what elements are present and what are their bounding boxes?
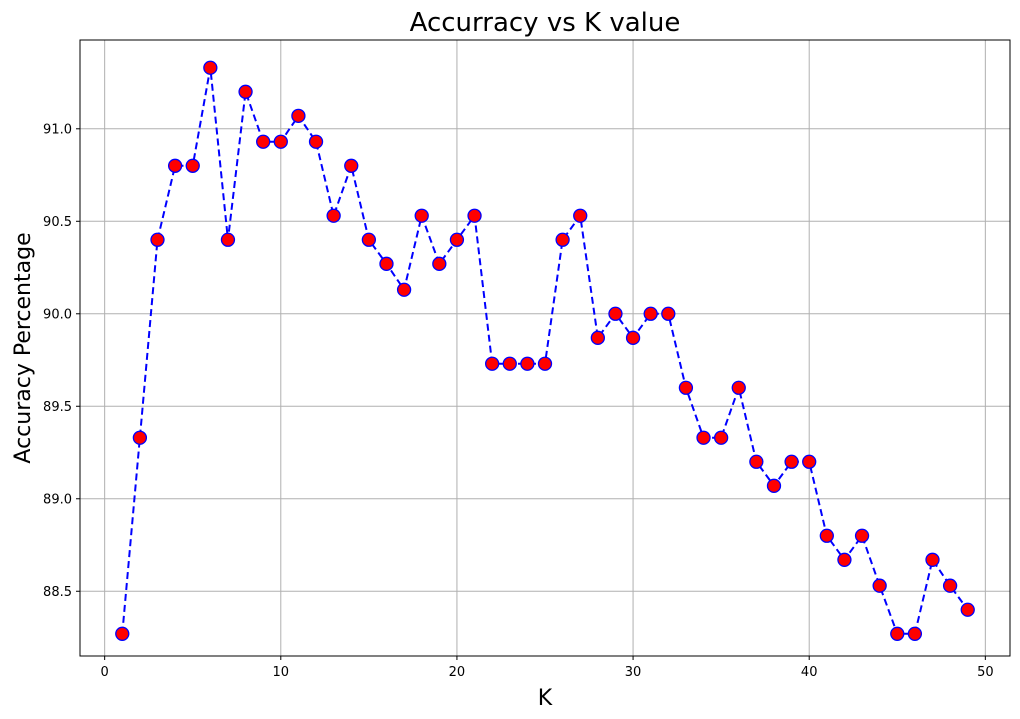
data-point	[643, 306, 658, 321]
data-point	[326, 208, 341, 223]
x-tick-label: 50	[977, 665, 994, 680]
y-tick-label: 90.0	[43, 307, 72, 322]
x-axis-title: K	[538, 686, 553, 711]
data-point	[625, 330, 641, 345]
data-point	[802, 454, 817, 469]
data-point	[590, 330, 605, 345]
data-point	[291, 108, 306, 123]
data-point	[942, 578, 958, 593]
data-point	[766, 478, 782, 493]
data-point	[432, 256, 447, 271]
data-point	[238, 84, 253, 99]
x-tick-label: 30	[625, 665, 642, 680]
data-point	[608, 306, 623, 321]
data-point	[132, 430, 148, 445]
data-point	[344, 158, 359, 173]
chart-title: Accurracy vs K value	[410, 8, 681, 38]
y-axis-title: Accuracy Percentage	[11, 232, 36, 463]
y-tick-label: 89.5	[43, 400, 72, 415]
data-point	[960, 602, 975, 617]
data-point	[661, 306, 676, 321]
series-markers	[115, 60, 975, 641]
data-point	[573, 208, 588, 223]
y-tick-label: 89.0	[43, 492, 72, 507]
data-point	[749, 454, 764, 469]
data-point	[150, 232, 165, 247]
data-point	[731, 380, 746, 395]
x-tick-label: 10	[273, 665, 290, 680]
data-point	[854, 528, 870, 543]
x-tick-label: 0	[101, 665, 109, 680]
grid	[80, 40, 1010, 656]
data-point	[907, 626, 923, 641]
data-point	[256, 134, 271, 149]
data-point	[696, 430, 711, 445]
data-point	[485, 356, 500, 371]
data-point	[502, 356, 517, 371]
data-point	[220, 232, 236, 247]
data-point	[167, 158, 183, 173]
data-point	[555, 232, 570, 247]
data-point	[537, 356, 553, 371]
x-axis-ticks: 0 10 20 30 40 50	[101, 656, 994, 680]
data-point	[379, 256, 394, 271]
data-point	[925, 552, 940, 567]
plot-frame	[79, 39, 1011, 657]
data-point	[273, 134, 288, 149]
data-point	[308, 134, 324, 149]
data-point	[837, 552, 852, 567]
y-tick-label: 91.0	[43, 122, 72, 137]
data-point	[396, 282, 412, 297]
data-point	[361, 232, 377, 247]
y-tick-label: 88.5	[43, 585, 72, 600]
x-tick-label: 20	[449, 665, 466, 680]
data-point	[414, 208, 429, 223]
x-tick-label: 40	[801, 665, 818, 680]
data-point	[203, 60, 218, 75]
y-axis-ticks: 88.5 89.0 89.5 90.0 90.5 91.0	[43, 122, 80, 600]
data-point	[819, 528, 834, 543]
data-point	[185, 158, 200, 173]
data-point	[520, 356, 535, 371]
data-point	[872, 578, 887, 593]
data-point	[115, 626, 130, 641]
data-point	[449, 232, 465, 247]
data-point	[784, 454, 799, 469]
data-point	[890, 626, 905, 641]
data-point	[467, 208, 482, 223]
data-point	[678, 380, 694, 395]
y-tick-label: 90.5	[43, 215, 72, 230]
data-point	[713, 430, 729, 445]
